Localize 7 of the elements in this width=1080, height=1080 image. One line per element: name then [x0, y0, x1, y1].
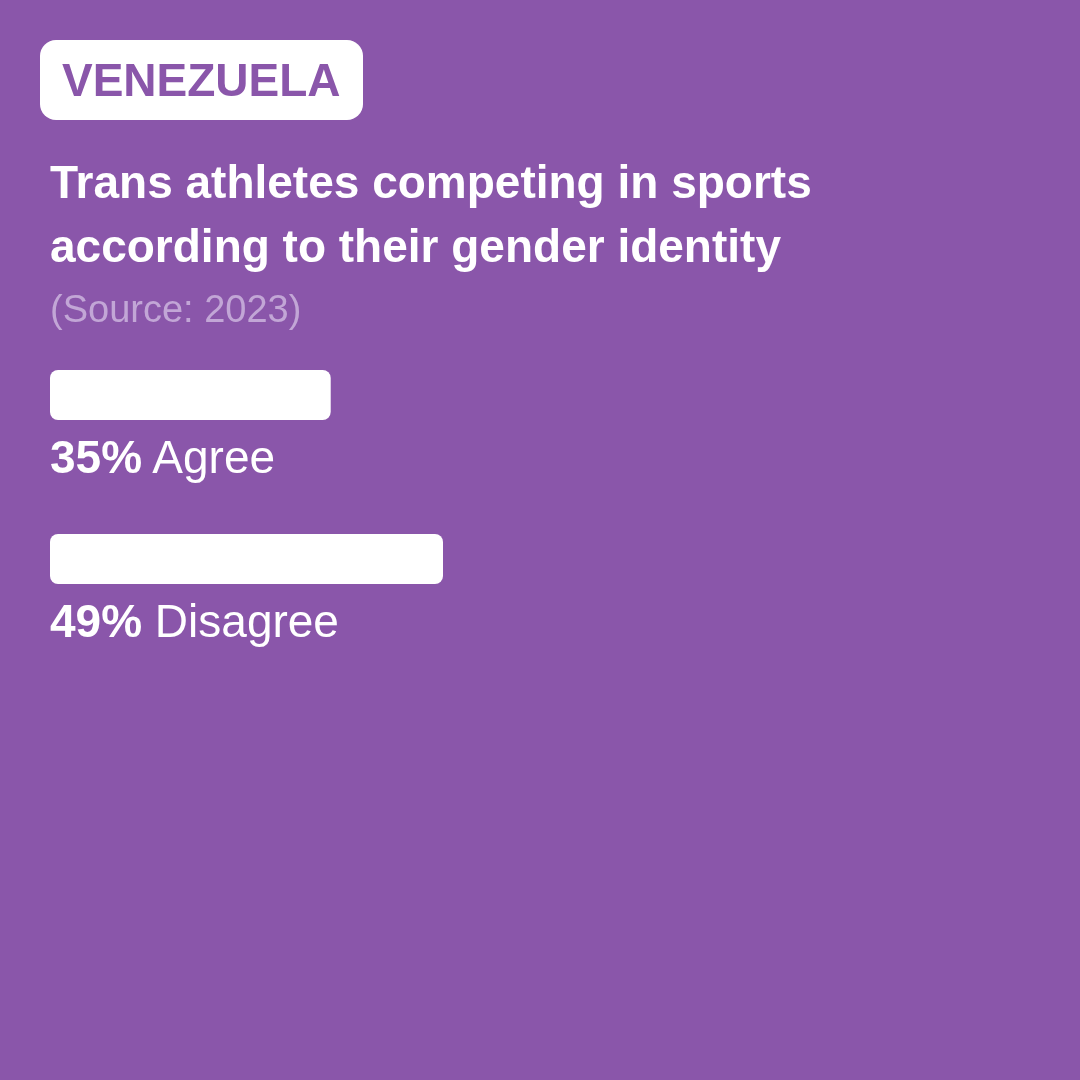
data-label: 35%	[50, 431, 143, 483]
text: (Source: 2023)	[50, 287, 302, 332]
data-label: 49%	[50, 595, 143, 647]
chart-title: Trans athletes competing in sports according to their gender identity	[50, 155, 813, 274]
chart-subtitle: VENEZUELA	[40, 40, 363, 120]
y-tick-label: Agree	[142, 431, 276, 483]
y-tick-label: Disagree	[142, 595, 339, 647]
